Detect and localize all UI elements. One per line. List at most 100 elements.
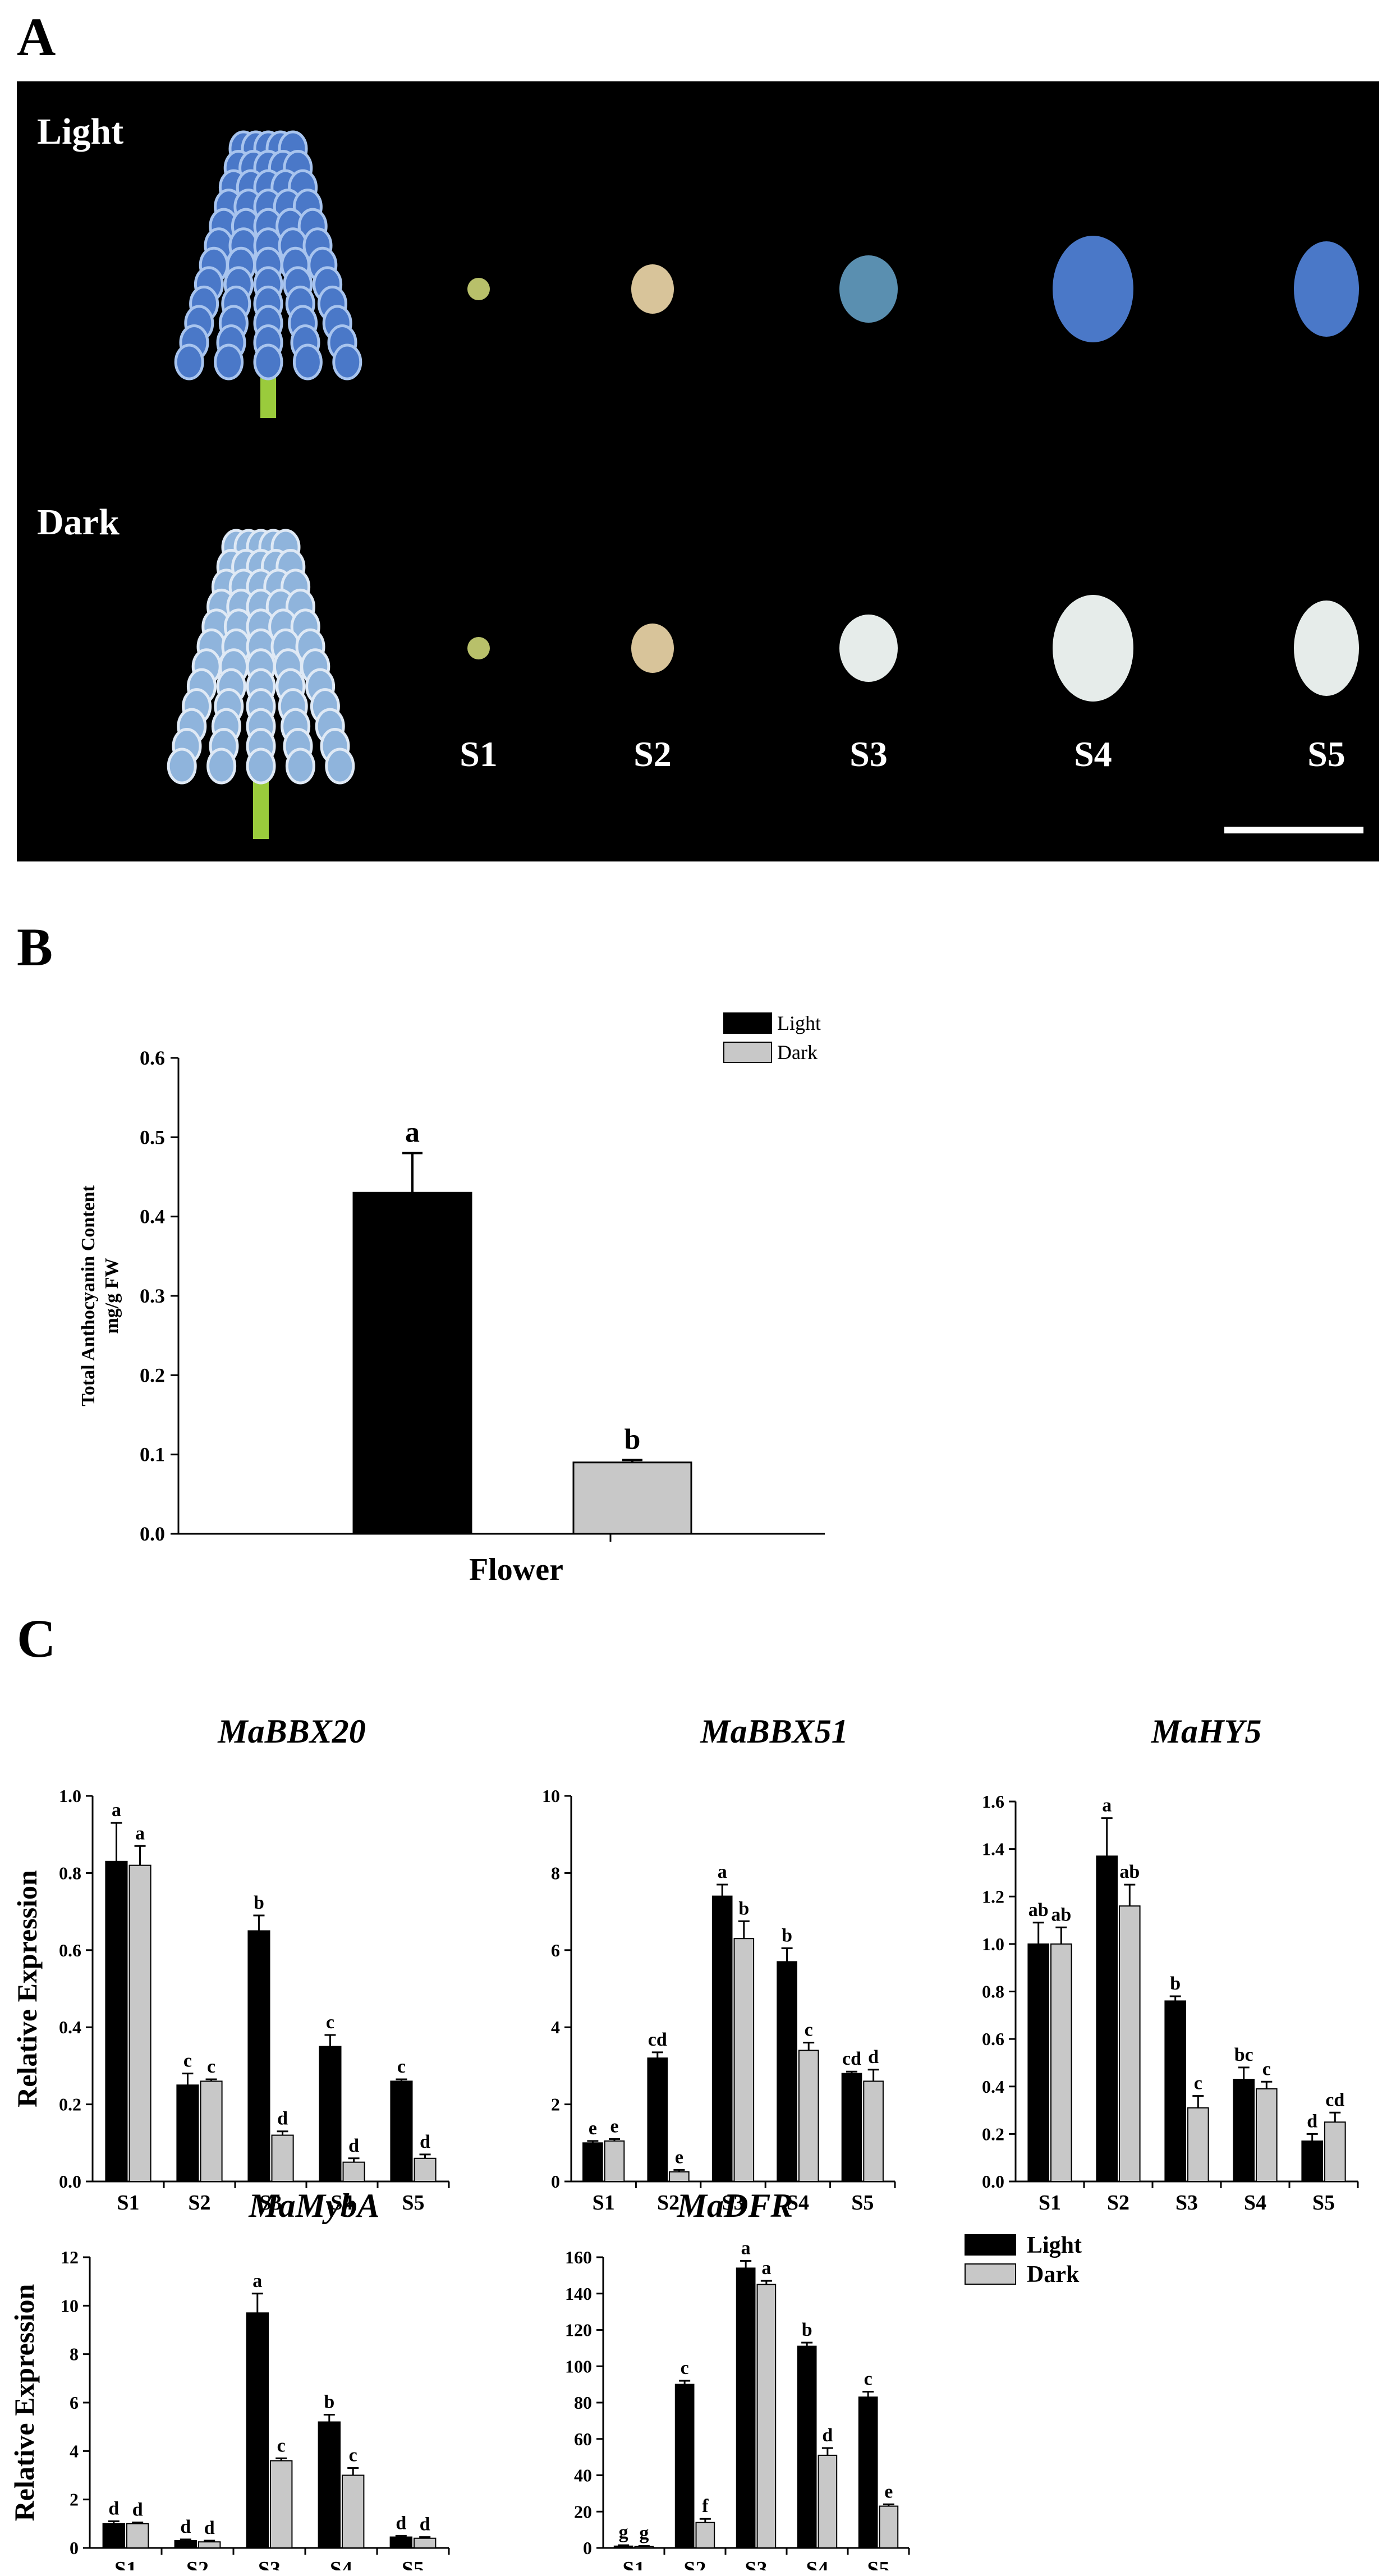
bar-light	[613, 2545, 633, 2549]
y-tick-label: 80	[574, 2392, 592, 2413]
y-tick-label: 0.5	[140, 1126, 165, 1148]
bar-dark	[879, 2505, 899, 2549]
flower-light-s1	[467, 278, 490, 300]
stage-label-s1: S1	[460, 734, 498, 774]
chart-title: MaHY5	[1151, 1713, 1262, 1750]
significance-letter: cd	[842, 2048, 861, 2069]
significance-letter: d	[180, 2517, 191, 2537]
flower-dark-s5	[1294, 601, 1359, 696]
stage-label-s5: S5	[1307, 734, 1346, 774]
significance-letter: a	[112, 1800, 121, 1821]
y-axis-label: Total Anthocyanin Content mg/g FW	[78, 1185, 122, 1406]
bar-dark	[1324, 2121, 1346, 2182]
y-tick-label: 10	[61, 2295, 79, 2316]
significance-letter: d	[868, 2047, 879, 2068]
x-tick-label: S2	[683, 2557, 706, 2570]
significance-letter: d	[277, 2109, 288, 2129]
bar-light	[247, 1930, 270, 2182]
flower-light-s2	[631, 264, 674, 314]
x-tick-label: S1	[1039, 2191, 1061, 2215]
significance-letter: b	[1170, 1973, 1181, 1994]
x-tick-label: S5	[402, 2191, 424, 2215]
chart-title: MaDFR	[677, 2187, 793, 2224]
y-tick-label: 0.0	[982, 2171, 1004, 2192]
y-tick-label: 0.3	[140, 1285, 165, 1307]
floret	[285, 748, 315, 785]
significance-letter: c	[864, 2369, 872, 2390]
significance-letter: c	[805, 2020, 813, 2041]
y-tick-label: 0.0	[140, 1523, 165, 1545]
x-tick-label: S2	[188, 2191, 210, 2215]
x-tick-label: S1	[622, 2557, 645, 2570]
scale-bar	[1224, 827, 1363, 833]
light-raceme	[174, 130, 362, 418]
bar-light	[1233, 2079, 1255, 2183]
significance-letter: e	[884, 2481, 893, 2502]
x-tick-label: S1	[593, 2191, 615, 2215]
y-tick-label: 10	[542, 1786, 560, 1806]
x-axis-label: Flower	[469, 1552, 563, 1587]
flower-light-s4	[1053, 236, 1133, 342]
significance-letter: d	[822, 2425, 833, 2446]
y-tick-label: 0.2	[59, 2094, 81, 2115]
bar-light	[174, 2540, 198, 2549]
flower-dark-s4	[1053, 595, 1133, 702]
x-tick-label: S5	[851, 2191, 874, 2215]
significance-letter: ab	[1119, 1862, 1140, 1882]
bar-light	[711, 1895, 733, 2182]
x-tick-label: S3	[745, 2557, 767, 2570]
y-tick-label: 60	[574, 2429, 592, 2449]
significance-letter: c	[277, 2435, 286, 2456]
y-tick-label: 0.4	[982, 2077, 1004, 2097]
x-tick-label: S3	[258, 2557, 281, 2570]
significance-letter: c	[397, 2056, 406, 2077]
legend-label-dark: Dark	[777, 1041, 818, 1064]
y-tick-label: 12	[61, 2247, 79, 2267]
y-tick-label: 2	[551, 2094, 560, 2115]
flower-light-s5	[1294, 241, 1359, 337]
y-tick-label: 4	[70, 2441, 79, 2461]
floret	[332, 343, 362, 381]
floret	[174, 343, 204, 381]
flower-dark-s3	[839, 615, 898, 682]
bar-dark	[271, 2134, 294, 2182]
y-tick-label: 0.1	[140, 1443, 165, 1466]
y-tick-label: 0.2	[140, 1364, 165, 1386]
y-tick-label: 2	[70, 2490, 79, 2510]
y-tick-label: 8	[551, 1863, 560, 1883]
bar-dark	[200, 2080, 223, 2182]
x-tick-label: S4	[787, 2191, 809, 2215]
significance-letter: b	[738, 1898, 749, 1919]
y-tick-label: 0	[70, 2538, 79, 2558]
significance-letter: bc	[1234, 2045, 1253, 2065]
chart-title: MaBBX20	[217, 1713, 365, 1750]
bar-light	[105, 1860, 128, 2183]
significance-letter: b	[324, 2392, 334, 2413]
significance-letter: d	[420, 2132, 430, 2152]
legend-swatch-light	[723, 1012, 772, 1034]
significance-letter: a	[1102, 1795, 1112, 1816]
bar-dark	[270, 2460, 293, 2549]
row-label-light: Light	[37, 111, 124, 152]
chart-MaBBX20: MaBBX20 0.0 0.2 0.4 0.6 0.8 1.0 Relative Expres…	[11, 1713, 450, 2215]
flower-dark-s1	[467, 637, 490, 659]
floret	[206, 748, 237, 785]
significance-letter: d	[348, 2135, 359, 2156]
y-tick-label: 1.0	[982, 1934, 1004, 1954]
chart-title: MaMybA	[248, 2187, 379, 2224]
bar-dark	[572, 1461, 692, 1535]
x-tick-label: S4	[1244, 2191, 1266, 2215]
significance-letter: a	[741, 2238, 751, 2258]
bar-dark	[798, 2050, 819, 2182]
floret	[167, 748, 197, 785]
bar-light	[674, 2384, 695, 2549]
floret	[253, 343, 283, 381]
y-axis-label-line2: mg/g FW	[102, 1258, 122, 1333]
bar-light	[176, 2084, 199, 2182]
legend-label-dark: Dark	[1027, 2262, 1080, 2288]
significance-letter: c	[1262, 2059, 1271, 2079]
x-tick-label: S2	[186, 2557, 209, 2570]
y-tick-label: 0.2	[982, 2124, 1004, 2144]
